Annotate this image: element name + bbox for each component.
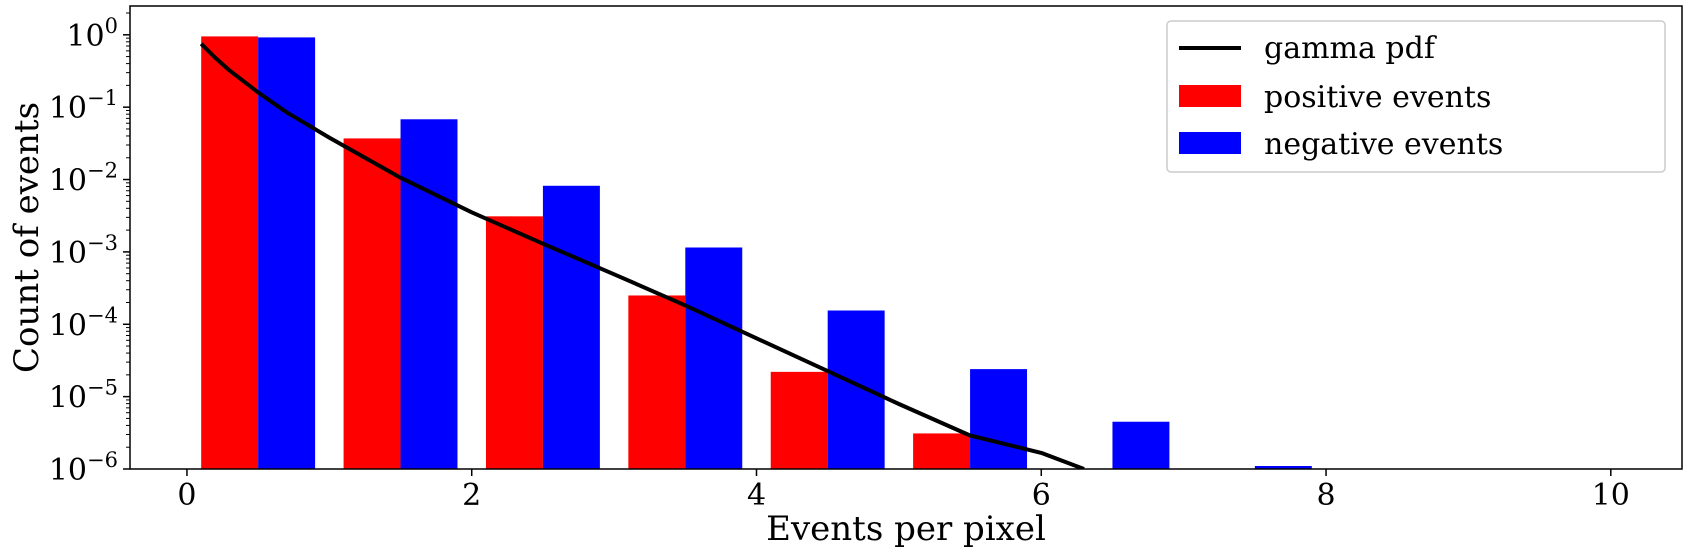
x-tick-label: 6 — [1032, 478, 1051, 513]
y-tick-label: 10−3 — [49, 231, 118, 271]
axes-frame — [129, 5, 1683, 470]
y-tick-label: 10−4 — [49, 303, 118, 343]
legend-label-negative-events: negative events — [1264, 127, 1503, 162]
bar-positive-events — [201, 36, 259, 469]
legend-label-gamma-pdf: gamma pdf — [1264, 31, 1437, 66]
bar-positive-events — [628, 295, 686, 469]
x-tick-label: 10 — [1592, 478, 1630, 513]
y-axis-label: Count of events — [7, 102, 47, 373]
bar-negative-events — [1112, 421, 1170, 469]
legend-frame — [1166, 20, 1666, 173]
x-tick-label: 0 — [177, 478, 196, 513]
legend-swatch-positive-events — [1179, 85, 1241, 107]
bar-positive-events — [343, 138, 401, 469]
y-tick-label: 10−1 — [49, 86, 118, 126]
bar-negative-events — [827, 310, 885, 469]
y-tick-label: 100 — [66, 14, 118, 54]
bar-positive-events — [913, 433, 971, 469]
bar-negative-events — [970, 369, 1028, 469]
x-tick-label: 2 — [462, 478, 481, 513]
legend-swatch-negative-events — [1179, 132, 1241, 154]
legend: gamma pdf positive events negative event… — [1166, 20, 1666, 173]
line-gamma-pdf — [199, 42, 1085, 469]
y-tick-label: 10−2 — [49, 159, 118, 199]
y-tick-label: 10−5 — [49, 376, 118, 416]
y-tick-label: 10−6 — [49, 448, 118, 488]
x-axis-label: Events per pixel — [766, 509, 1046, 549]
bar-positive-events — [485, 216, 543, 469]
bar-negative-events — [258, 37, 316, 469]
bar-positive-events — [770, 371, 828, 469]
bar-negative-events — [400, 119, 458, 469]
bar-negative-events — [1254, 466, 1312, 469]
x-tick-label: 8 — [1316, 478, 1335, 513]
x-tick-label: 4 — [747, 478, 766, 513]
axis-ticks: 0 2 4 6 8 10 100 10−1 10−2 10−3 10−4 10−5 10−6 — [49, 12, 1630, 513]
plot-area — [199, 36, 1312, 469]
legend-label-positive-events: positive events — [1264, 80, 1491, 115]
bar-negative-events — [542, 185, 600, 469]
bar-negative-events — [685, 247, 743, 469]
